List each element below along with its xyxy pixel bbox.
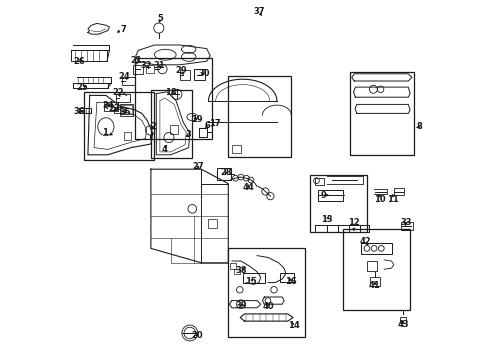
Bar — [121, 105, 132, 114]
Text: 25: 25 — [77, 83, 88, 91]
Bar — [217, 168, 230, 180]
Bar — [360, 243, 391, 254]
Text: 41: 41 — [368, 281, 380, 289]
Bar — [349, 72, 413, 155]
Text: 33: 33 — [399, 217, 411, 227]
Text: 21: 21 — [130, 56, 142, 65]
Text: 31: 31 — [153, 61, 164, 70]
Bar — [234, 269, 240, 274]
Bar — [399, 317, 405, 323]
Bar — [227, 248, 305, 337]
Text: 14: 14 — [288, 320, 300, 330]
Text: 7: 7 — [117, 25, 126, 34]
Bar — [243, 273, 264, 283]
Text: 10: 10 — [373, 194, 385, 203]
Bar — [400, 222, 412, 230]
Text: 27: 27 — [191, 162, 203, 171]
Bar — [104, 102, 118, 111]
Bar — [207, 219, 216, 228]
Bar — [393, 188, 403, 195]
Text: 32: 32 — [141, 61, 152, 70]
Text: 23: 23 — [108, 104, 120, 113]
Bar — [227, 76, 290, 157]
Text: 17: 17 — [209, 118, 221, 127]
Text: 16: 16 — [285, 277, 297, 286]
Text: 8: 8 — [415, 122, 421, 131]
Text: 5: 5 — [157, 14, 163, 23]
Bar — [369, 277, 379, 286]
Bar — [318, 190, 343, 201]
Text: 35: 35 — [120, 108, 131, 117]
Bar — [134, 58, 212, 139]
Bar — [180, 70, 190, 80]
Text: 18: 18 — [164, 88, 176, 97]
Bar — [280, 274, 293, 282]
Text: 1: 1 — [102, 128, 112, 137]
Text: 44: 44 — [242, 184, 253, 192]
Bar — [120, 104, 133, 116]
Text: 36: 36 — [74, 107, 85, 116]
Text: 20: 20 — [191, 331, 203, 340]
Text: 9: 9 — [320, 191, 327, 199]
Bar — [114, 107, 125, 113]
Text: 39: 39 — [235, 301, 246, 310]
Bar — [122, 77, 135, 85]
Text: 30: 30 — [198, 69, 209, 78]
Text: 40: 40 — [262, 302, 274, 311]
Bar — [146, 65, 154, 73]
Bar — [84, 92, 154, 160]
Text: 26: 26 — [73, 57, 84, 66]
Text: 28: 28 — [220, 167, 232, 176]
Bar — [123, 132, 131, 140]
Text: 2: 2 — [150, 122, 156, 131]
Text: 34: 34 — [102, 100, 114, 109]
Bar — [194, 69, 204, 80]
Text: 43: 43 — [396, 320, 408, 329]
Text: 42: 42 — [359, 238, 370, 246]
Text: 4: 4 — [162, 145, 167, 153]
Text: 38: 38 — [235, 266, 247, 275]
Text: 24: 24 — [119, 72, 130, 81]
Text: 15: 15 — [245, 277, 257, 286]
Bar — [366, 261, 377, 271]
Bar — [116, 94, 129, 102]
Text: 22: 22 — [112, 88, 124, 97]
Bar — [151, 90, 192, 158]
Bar — [133, 64, 143, 73]
Bar — [342, 229, 409, 310]
Text: 19: 19 — [191, 114, 203, 123]
Bar — [170, 125, 178, 134]
Text: 3: 3 — [185, 130, 191, 139]
Text: 12: 12 — [347, 218, 359, 230]
Text: 13: 13 — [321, 215, 332, 224]
Text: 29: 29 — [175, 66, 186, 75]
Text: 37: 37 — [253, 7, 264, 16]
Text: 6: 6 — [203, 122, 209, 130]
Bar — [229, 263, 236, 269]
Bar — [232, 145, 241, 153]
Bar — [310, 175, 366, 232]
Text: 11: 11 — [386, 194, 398, 203]
